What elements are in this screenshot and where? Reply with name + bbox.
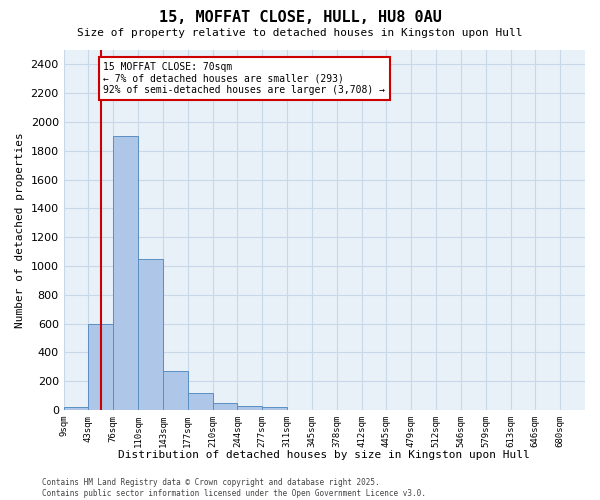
Bar — [188, 393, 212, 410]
Bar — [163, 371, 188, 410]
Bar — [113, 136, 138, 410]
Text: 15, MOFFAT CLOSE, HULL, HU8 0AU: 15, MOFFAT CLOSE, HULL, HU8 0AU — [158, 10, 442, 25]
Y-axis label: Number of detached properties: Number of detached properties — [15, 132, 25, 328]
Text: Size of property relative to detached houses in Kingston upon Hull: Size of property relative to detached ho… — [77, 28, 523, 38]
Text: 15 MOFFAT CLOSE: 70sqm
← 7% of detached houses are smaller (293)
92% of semi-det: 15 MOFFAT CLOSE: 70sqm ← 7% of detached … — [103, 62, 385, 94]
Bar — [238, 406, 262, 410]
Bar — [138, 259, 163, 410]
Text: Contains HM Land Registry data © Crown copyright and database right 2025.
Contai: Contains HM Land Registry data © Crown c… — [42, 478, 426, 498]
Bar — [212, 403, 238, 410]
Bar — [64, 407, 88, 410]
Bar — [88, 324, 113, 410]
X-axis label: Distribution of detached houses by size in Kingston upon Hull: Distribution of detached houses by size … — [118, 450, 530, 460]
Bar — [262, 407, 287, 410]
